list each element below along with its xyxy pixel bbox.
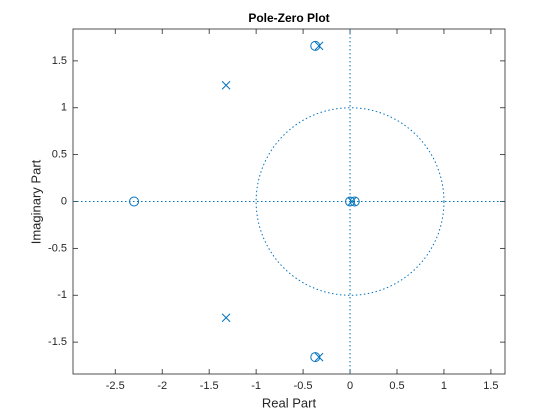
zero-marker (310, 352, 321, 363)
x-tick-label: -0.5 (294, 380, 313, 392)
x-tick-label: -1.5 (200, 380, 219, 392)
x-tick-label: 1 (441, 380, 447, 392)
y-tick-label: 1.5 (52, 55, 67, 67)
chart-title: Pole-Zero Plot (248, 11, 329, 25)
x-tick-label: -2 (157, 380, 167, 392)
y-tick-label: -0.5 (48, 242, 67, 254)
x-tick-label: 0 (347, 380, 353, 392)
y-axis-label: Imaginary Part (28, 159, 43, 244)
unit-circle (255, 107, 445, 296)
pole-marker (221, 313, 231, 323)
pole-marker (314, 41, 324, 51)
y-tick-label: -1 (57, 289, 67, 301)
pole-marker (221, 80, 231, 90)
zero-marker (345, 196, 356, 207)
zero-marker (310, 40, 321, 51)
y-tick-label: 1 (61, 102, 67, 114)
y-tick-label: -1.5 (48, 336, 67, 348)
x-tick-label: 1.5 (483, 380, 498, 392)
x-tick-label: -2.5 (106, 380, 125, 392)
x-tick-label: -1 (251, 380, 261, 392)
x-tick-label: 0.5 (389, 380, 404, 392)
y-tick-label: 0 (61, 195, 67, 207)
pole-marker (314, 352, 324, 362)
y-tick-label: 0.5 (52, 149, 67, 161)
zero-marker (129, 196, 140, 207)
zero-marker (349, 196, 360, 207)
x-axis-label: Real Part (262, 395, 317, 410)
pole-marker (347, 197, 357, 206)
